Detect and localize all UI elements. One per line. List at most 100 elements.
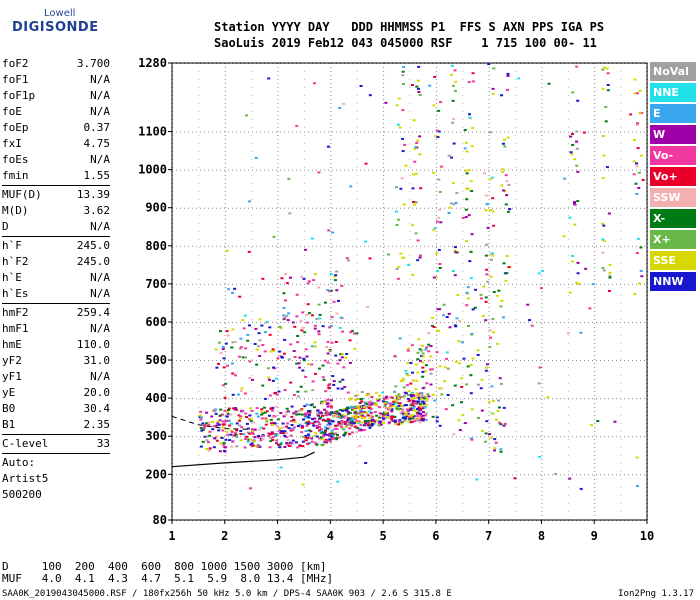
echo-point bbox=[500, 94, 504, 97]
grid-dot bbox=[462, 239, 464, 240]
echo-point bbox=[424, 348, 428, 351]
grid-dot bbox=[224, 287, 226, 288]
grid-dot bbox=[216, 398, 217, 400]
grid-dot bbox=[400, 360, 401, 362]
grid-dot bbox=[251, 295, 253, 296]
echo-point bbox=[341, 353, 345, 356]
grid-dot bbox=[588, 169, 589, 171]
grid-dot bbox=[344, 283, 345, 285]
grid-dot bbox=[440, 321, 441, 323]
grid-dot bbox=[515, 431, 517, 432]
echo-point bbox=[364, 462, 368, 465]
grid-dot bbox=[180, 398, 181, 400]
grid-dot bbox=[330, 99, 332, 100]
grid-dot bbox=[594, 83, 596, 84]
grid-dot bbox=[616, 398, 617, 400]
echo-point bbox=[384, 397, 388, 400]
grid-dot bbox=[304, 321, 305, 323]
grid-dot bbox=[224, 71, 226, 72]
grid-dot bbox=[300, 360, 301, 362]
echo-point bbox=[343, 433, 347, 436]
echo-point bbox=[199, 418, 203, 421]
grid-dot bbox=[462, 463, 464, 464]
grid-dot bbox=[515, 247, 517, 248]
echo-point bbox=[423, 406, 427, 409]
echo-point bbox=[395, 399, 399, 402]
param-row: foF1p N/A bbox=[2, 88, 110, 104]
echo-point bbox=[452, 203, 456, 206]
grid-dot bbox=[576, 474, 577, 476]
echo-point bbox=[397, 218, 401, 221]
echo-point bbox=[486, 226, 490, 229]
grid-dot bbox=[540, 207, 541, 209]
grid-dot bbox=[436, 360, 437, 362]
grid-dot bbox=[216, 207, 217, 209]
echo-point bbox=[206, 441, 210, 444]
grid-dot bbox=[409, 415, 411, 416]
grid-dot bbox=[224, 195, 226, 196]
grid-dot bbox=[508, 169, 509, 171]
echo-point bbox=[358, 407, 362, 410]
grid-dot bbox=[564, 398, 565, 400]
echo-point bbox=[402, 66, 406, 69]
echo-point bbox=[503, 422, 507, 425]
grid-dot bbox=[251, 263, 253, 264]
grid-dot bbox=[620, 79, 622, 80]
echo-point bbox=[487, 400, 491, 403]
grid-dot bbox=[620, 87, 622, 88]
grid-dot bbox=[277, 279, 279, 280]
grid-dot bbox=[356, 271, 358, 272]
grid-dot bbox=[594, 279, 596, 280]
grid-dot bbox=[476, 131, 477, 133]
echo-point bbox=[345, 257, 349, 260]
grid-dot bbox=[404, 474, 405, 476]
echo-point bbox=[321, 376, 325, 379]
grid-dot bbox=[384, 207, 385, 209]
echo-point bbox=[333, 275, 337, 278]
grid-dot bbox=[435, 503, 437, 504]
echo-point bbox=[299, 319, 303, 322]
echo-point bbox=[364, 406, 368, 409]
echo-point bbox=[325, 414, 329, 417]
echo-point bbox=[329, 405, 333, 408]
echo-point bbox=[342, 408, 346, 411]
grid-dot bbox=[330, 339, 332, 340]
grid-dot bbox=[392, 436, 393, 438]
echo-point bbox=[363, 416, 367, 419]
grid-dot bbox=[594, 495, 596, 496]
echo-point bbox=[336, 362, 340, 365]
echo-point bbox=[242, 433, 246, 436]
grid-dot bbox=[383, 139, 385, 140]
grid-dot bbox=[184, 131, 185, 133]
grid-dot bbox=[188, 474, 189, 476]
grid-dot bbox=[188, 169, 189, 171]
grid-dot bbox=[580, 169, 581, 171]
echo-point bbox=[391, 415, 395, 418]
echo-point bbox=[306, 303, 310, 306]
grid-dot bbox=[277, 207, 279, 208]
echo-point bbox=[403, 404, 407, 407]
grid-dot bbox=[356, 207, 357, 209]
grid-dot bbox=[644, 474, 645, 476]
grid-dot bbox=[244, 283, 245, 285]
grid-dot bbox=[624, 131, 625, 133]
echo-point bbox=[453, 274, 457, 277]
grid-dot bbox=[436, 436, 437, 438]
echo-point bbox=[403, 143, 407, 146]
echo-point bbox=[442, 314, 446, 317]
grid-dot bbox=[280, 398, 281, 400]
grid-dot bbox=[420, 283, 421, 285]
echo-point bbox=[418, 418, 422, 421]
echo-point bbox=[296, 395, 300, 398]
grid-dot bbox=[600, 131, 601, 133]
echo-point bbox=[354, 394, 358, 397]
grid-dot bbox=[383, 403, 385, 404]
grid-dot bbox=[277, 411, 279, 412]
echo-point bbox=[484, 296, 488, 299]
grid-dot bbox=[541, 235, 543, 236]
grid-dot bbox=[277, 303, 279, 304]
grid-dot bbox=[251, 463, 253, 464]
grid-dot bbox=[356, 399, 358, 400]
grid-dot bbox=[196, 436, 197, 438]
grid-dot bbox=[268, 283, 269, 285]
